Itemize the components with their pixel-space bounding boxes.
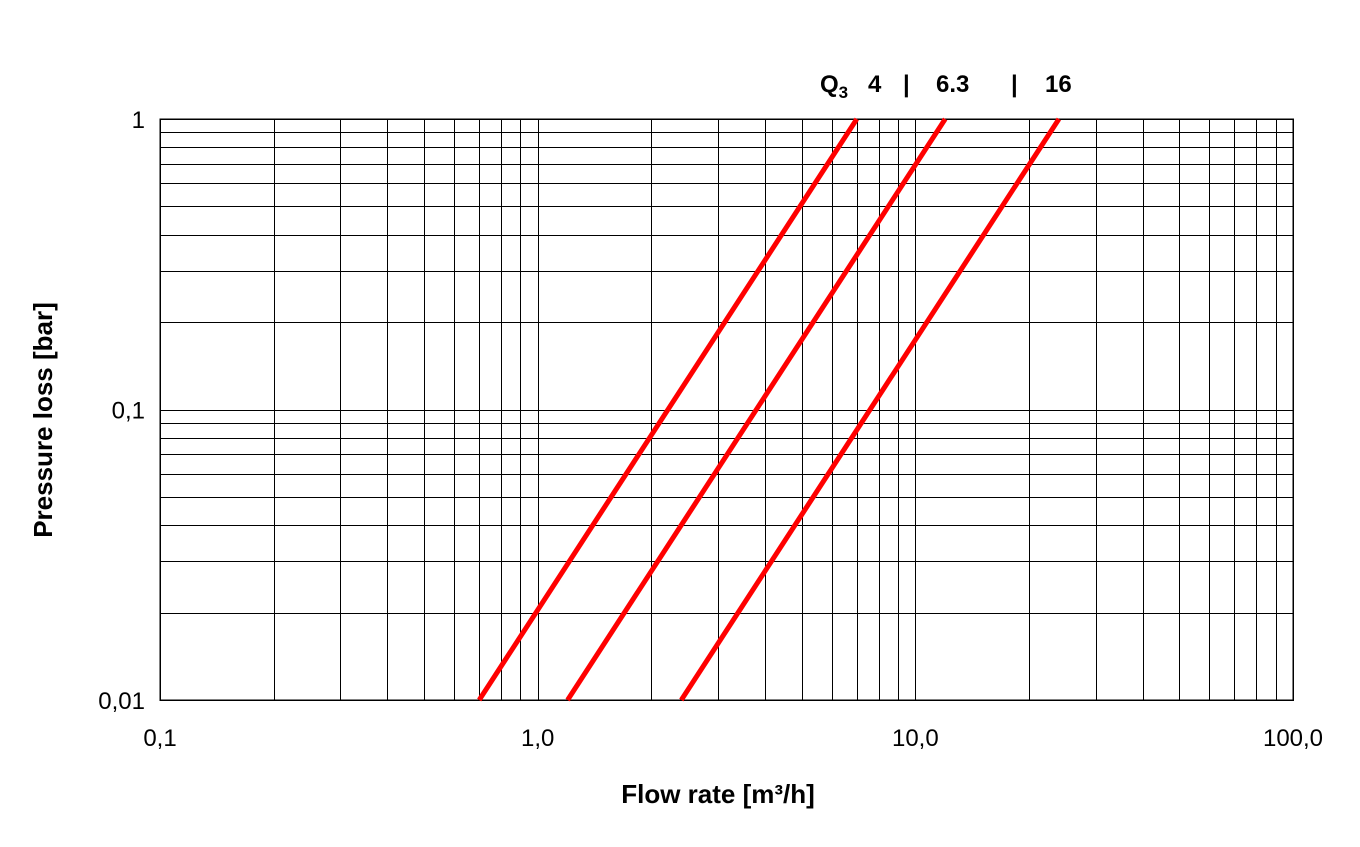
q3-symbol: Q3 <box>820 71 848 102</box>
q3-subscript: 3 <box>839 83 848 102</box>
y-tick-label: 1 <box>132 107 145 134</box>
q3-value-3: 16 <box>1045 71 1072 98</box>
header-separator-2: | <box>1011 71 1018 98</box>
y-tick-label: 0,01 <box>98 688 145 715</box>
header-separator-1: | <box>903 71 910 98</box>
x-tick-labels: 0,1 1,0 10,0 100,0 <box>143 725 1323 752</box>
y-axis-label: Pressure loss [bar] <box>28 302 58 538</box>
q3-value-2: 6.3 <box>936 71 969 98</box>
x-axis-label: Flow rate [m³/h] <box>621 779 815 809</box>
q3-value-1: 4 <box>868 71 882 98</box>
x-tick-label: 100,0 <box>1263 725 1323 752</box>
q3-header: Q3 4 | 6.3 | 16 <box>820 71 1072 102</box>
plot-frame <box>159 118 1294 701</box>
series-line-2 <box>565 117 948 702</box>
x-tick-label: 0,1 <box>143 725 176 752</box>
series-layer <box>477 117 1061 702</box>
x-tick-label: 1,0 <box>521 725 554 752</box>
y-tick-labels: 1 0,1 0,01 <box>98 107 145 715</box>
series-line-1 <box>477 117 859 702</box>
x-tick-label: 10,0 <box>892 725 939 752</box>
q3-letter: Q <box>820 71 839 98</box>
grid <box>160 119 1293 700</box>
y-tick-label: 0,1 <box>112 398 145 425</box>
series-line-3 <box>679 117 1061 702</box>
